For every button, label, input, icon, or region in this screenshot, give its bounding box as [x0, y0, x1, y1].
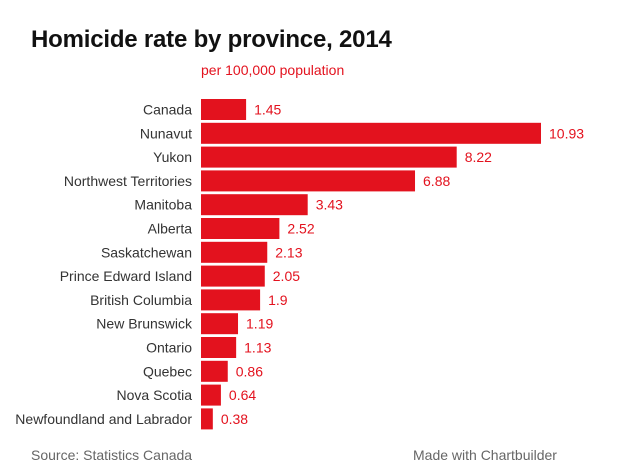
- value-label: 10.93: [549, 125, 584, 141]
- value-label: 1.9: [268, 292, 288, 308]
- bar: [201, 241, 268, 263]
- value-label: 1.19: [246, 316, 273, 332]
- bar: [201, 337, 237, 358]
- chartbuilder-credit: Made with Chartbuilder: [413, 447, 557, 463]
- bar: [201, 146, 457, 168]
- category-label: Canada: [143, 102, 192, 118]
- category-label: Ontario: [146, 340, 192, 356]
- value-label: 6.88: [423, 173, 450, 189]
- category-label: Alberta: [148, 221, 193, 237]
- value-label: 0.38: [221, 411, 248, 427]
- category-label: Yukon: [153, 149, 192, 165]
- value-label: 2.52: [287, 221, 314, 237]
- value-label: 1.45: [254, 102, 281, 118]
- category-label: Quebec: [143, 363, 192, 379]
- bar: [201, 313, 239, 335]
- category-label: Manitoba: [134, 197, 192, 213]
- category-label: Prince Edward Island: [60, 268, 192, 284]
- bar: [201, 408, 213, 430]
- value-label: 8.22: [465, 149, 492, 165]
- value-label: 3.43: [316, 197, 343, 213]
- category-label: Saskatchewan: [101, 244, 192, 260]
- chart-subtitle: per 100,000 population: [201, 62, 345, 78]
- bar: [201, 99, 247, 120]
- category-label: Nova Scotia: [117, 387, 193, 403]
- source-note: Source: Statistics Canada: [31, 447, 193, 463]
- chart-title: Homicide rate by province, 2014: [31, 26, 392, 53]
- value-label: 2.13: [275, 244, 302, 260]
- category-label: British Columbia: [90, 292, 192, 308]
- bar: [201, 360, 228, 382]
- bar: [201, 384, 221, 406]
- category-label: New Brunswick: [96, 316, 193, 332]
- bar: [201, 265, 265, 287]
- category-label: Newfoundland and Labrador: [15, 411, 192, 427]
- category-label: Northwest Territories: [64, 173, 192, 189]
- value-label: 0.64: [229, 387, 256, 403]
- value-label: 0.86: [236, 363, 263, 379]
- bar: [201, 218, 280, 239]
- value-label: 2.05: [273, 268, 300, 284]
- bar: [201, 194, 308, 216]
- bar: [201, 170, 416, 192]
- category-label: Nunavut: [140, 125, 192, 141]
- value-label: 1.13: [244, 340, 271, 356]
- bar: [201, 289, 261, 311]
- bar: [201, 122, 541, 144]
